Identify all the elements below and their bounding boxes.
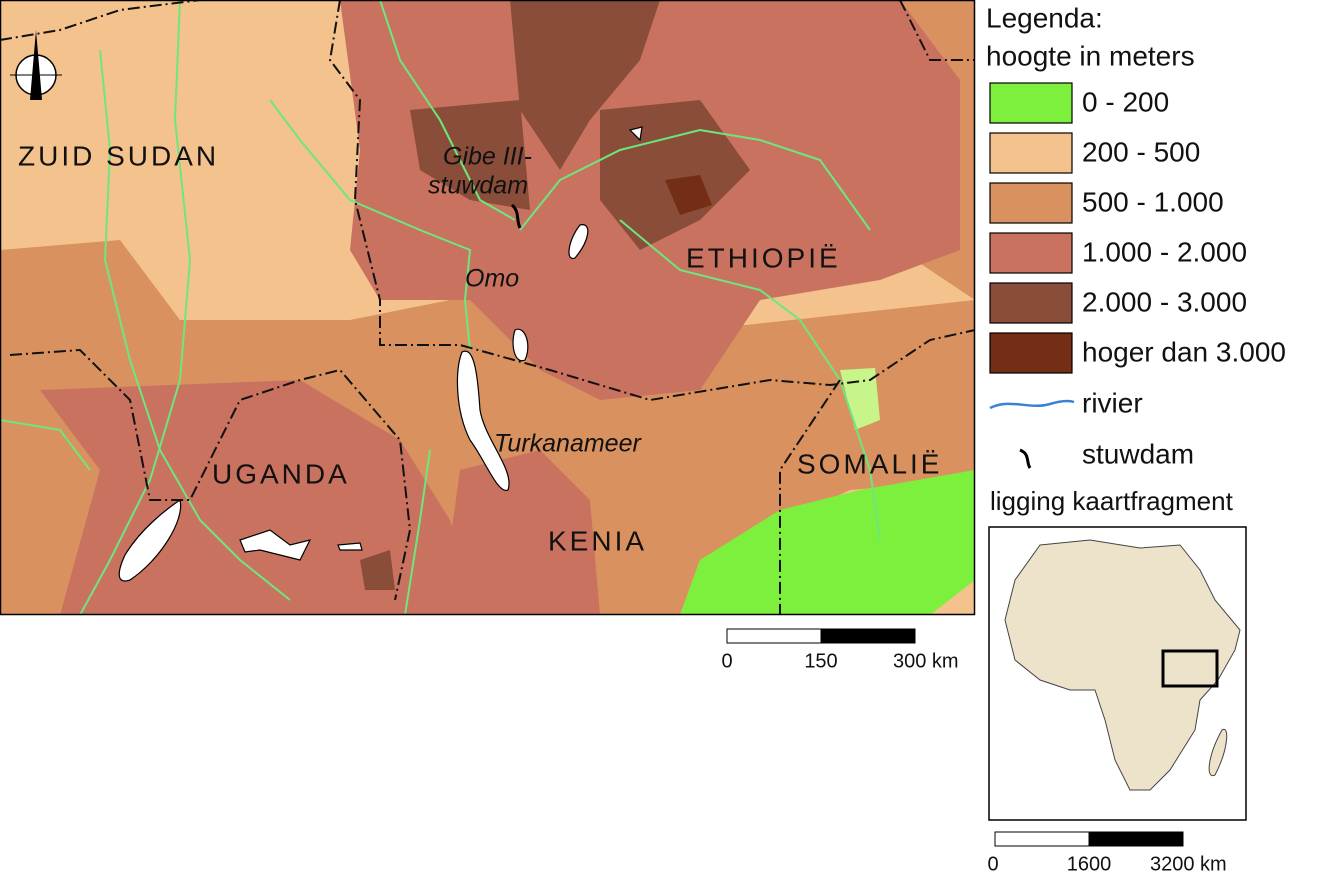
legend-swatch [989,332,1073,374]
scale-bar: 0 150 300 km [721,628,959,672]
country-label: ZUID SUDAN [18,140,219,171]
legend-label: 1.000 - 2.000 [1082,236,1247,267]
legend-label: stuwdam [1082,438,1194,469]
map: ZUID SUDAN ETHIOPIË UGANDA KENIA SOMALIË… [0,0,976,616]
country-label: UGANDA [212,458,350,489]
country-label: KENIA [548,525,647,556]
legend-label: 200 - 500 [1082,136,1200,167]
scale-label: 0 [721,650,732,672]
scale-label: 300 km [893,650,959,672]
scale-label: 0 [987,853,998,875]
inset: ligging kaartfragment 0 1600 3200 km [987,486,1247,875]
legend-label: hoger dan 3.000 [1082,336,1286,367]
north-arrow [10,30,62,100]
dam-label: Gibe III- [443,143,532,171]
river-label: Omo [465,265,519,293]
scale-label: 3200 km [1150,853,1227,875]
legend-swatch [989,132,1073,174]
country-label: SOMALIË [797,448,942,479]
legend: Legenda: hoogte in meters rivier stuwdam… [986,2,1286,469]
legend-swatch [989,82,1073,124]
dam-label: stuwdam [428,172,528,200]
legend-label: 500 - 1.000 [1082,186,1224,217]
legend-title: Legenda: [986,2,1103,33]
legend-swatch [989,282,1073,324]
lake-label: Turkanameer [494,430,642,458]
country-label: ETHIOPIË [686,242,841,273]
legend-swatch [989,232,1073,274]
legend-label: 0 - 200 [1082,86,1169,117]
scale-label: 1600 [1067,853,1112,875]
legend-label: rivier [1082,387,1143,418]
legend-label: 2.000 - 3.000 [1082,286,1247,317]
inset-title: ligging kaartfragment [990,486,1234,516]
legend-swatch [989,182,1073,224]
scale-label: 150 [804,650,837,672]
legend-title: hoogte in meters [986,40,1195,71]
